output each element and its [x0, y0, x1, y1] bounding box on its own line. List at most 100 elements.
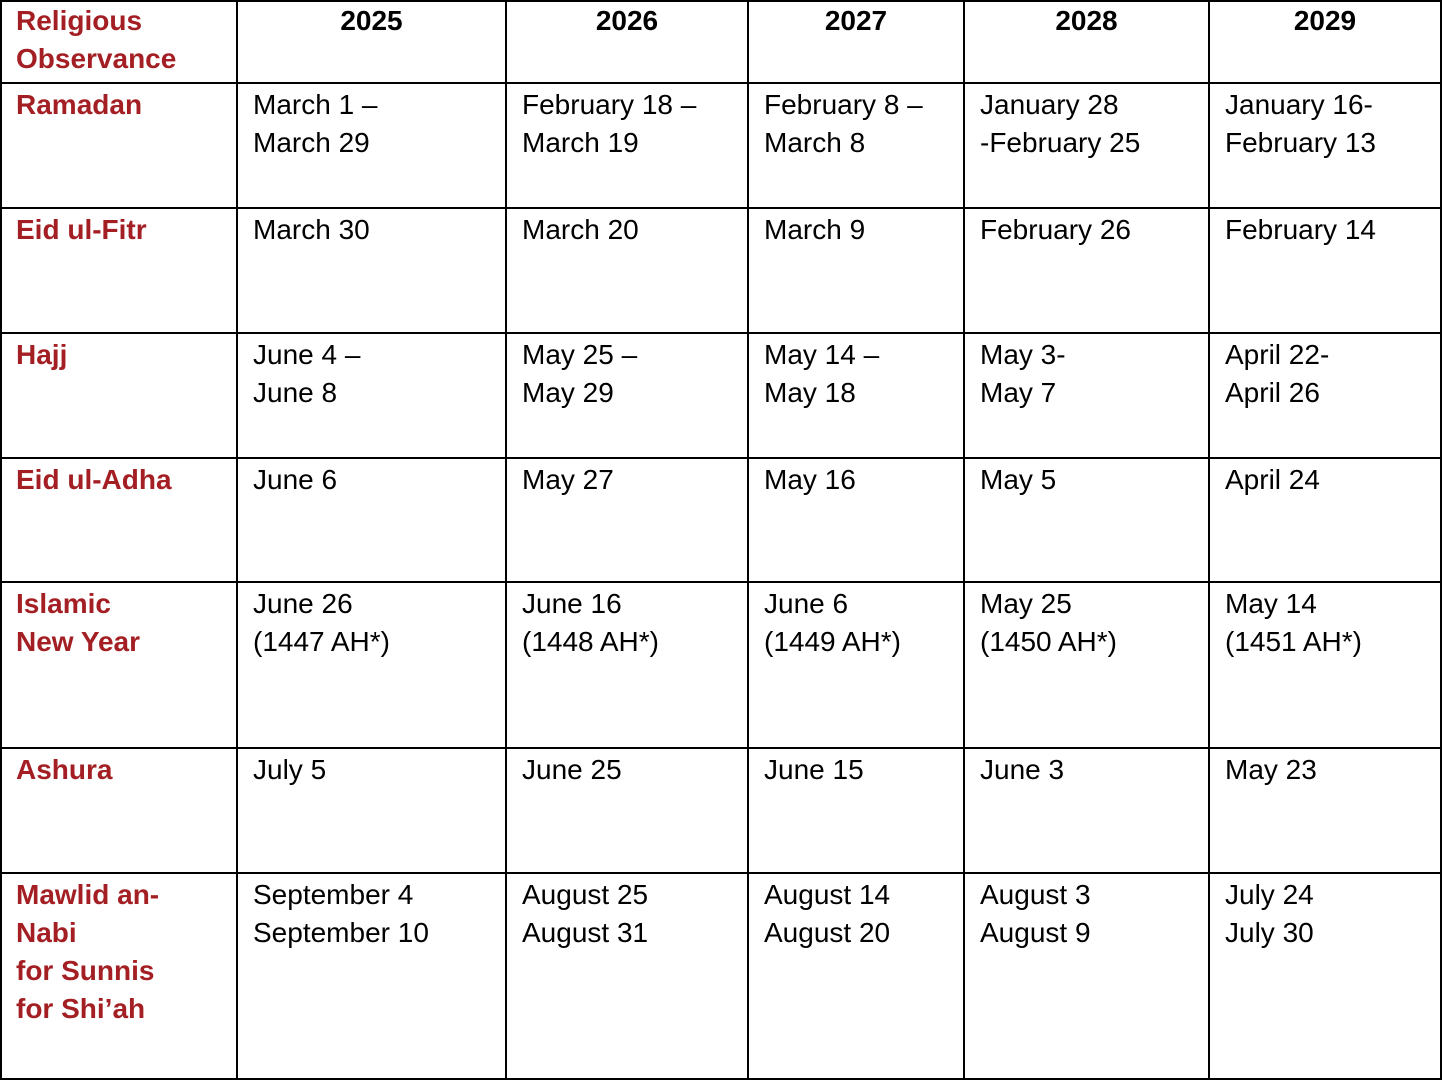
header-year: 2025 — [236, 0, 507, 84]
date-cell: April 22- April 26 — [1208, 332, 1442, 459]
date-cell: March 1 – March 29 — [236, 82, 507, 209]
observance-name-line: for Sunnis — [16, 955, 155, 986]
observance-name: Ramadan — [0, 82, 238, 209]
date-text: June 8 — [253, 377, 338, 408]
date-cell: August 3 August 9 — [963, 872, 1210, 1080]
date-cell: June 26 (1447 AH*) — [236, 581, 507, 749]
date-text: May 16 — [764, 464, 856, 495]
date-text: May 7 — [980, 377, 1057, 408]
date-text: (1449 AH*) — [764, 626, 901, 657]
observance-name-line: Nabi — [16, 917, 77, 948]
observance-name-line: Eid ul-Adha — [16, 464, 172, 495]
date-cell: May 25 – May 29 — [505, 332, 749, 459]
date-text: May 3- — [980, 339, 1066, 370]
date-text: March 8 — [764, 127, 866, 158]
observance-name-line: Eid ul-Fitr — [16, 214, 147, 245]
date-cell: May 27 — [505, 457, 749, 583]
observance-name-line: Ramadan — [16, 89, 143, 120]
date-text: April 22- — [1225, 339, 1330, 370]
date-text: March 9 — [764, 214, 866, 245]
date-text: May 25 – — [522, 339, 638, 370]
date-text: July 24 — [1225, 879, 1314, 910]
date-cell: June 6 (1449 AH*) — [747, 581, 965, 749]
date-text: July 5 — [253, 754, 327, 785]
observance-name: Ashura — [0, 747, 238, 874]
observance-name: Eid ul-Fitr — [0, 207, 238, 334]
date-text: January 28 — [980, 89, 1119, 120]
date-text: May 5 — [980, 464, 1057, 495]
date-text: March 20 — [522, 214, 639, 245]
observance-name-line: for Shi’ah — [16, 993, 146, 1024]
table-row: Ashura July 5 June 25 June 15 June 3 May 23 — [0, 747, 1442, 874]
date-text: February 18 – — [522, 89, 697, 120]
date-text: August 31 — [522, 917, 649, 948]
date-text: April 26 — [1225, 377, 1320, 408]
header-year: 2026 — [505, 0, 749, 84]
date-text: June 16 — [522, 588, 622, 619]
date-cell: June 6 — [236, 457, 507, 583]
date-text: June 15 — [764, 754, 864, 785]
date-text: June 25 — [522, 754, 622, 785]
date-cell: June 4 – June 8 — [236, 332, 507, 459]
header-religious-observance: Religious Observance — [0, 0, 238, 84]
observance-name-line: Ashura — [16, 754, 113, 785]
date-text: February 26 — [980, 214, 1131, 245]
date-cell: February 14 — [1208, 207, 1442, 334]
table-row: Eid ul-Fitr March 30 March 20 March 9 Februa… — [0, 207, 1442, 334]
header-text: Observance — [16, 43, 177, 74]
header-year: 2029 — [1208, 0, 1442, 84]
date-cell: August 25 August 31 — [505, 872, 749, 1080]
date-cell: July 24 July 30 — [1208, 872, 1442, 1080]
date-text: August 9 — [980, 917, 1091, 948]
observance-name-line: New Year — [16, 626, 141, 657]
date-text: June 6 — [764, 588, 849, 619]
date-text: August 14 — [764, 879, 891, 910]
date-text: September 4 — [253, 879, 414, 910]
date-cell: February 26 — [963, 207, 1210, 334]
header-row: Religious Observance 2025 2026 2027 2028 202… — [0, 0, 1442, 84]
date-cell: March 30 — [236, 207, 507, 334]
date-cell: January 16- February 13 — [1208, 82, 1442, 209]
date-text: -February 25 — [980, 127, 1141, 158]
header-text: Religious — [16, 5, 143, 36]
date-cell: August 14 August 20 — [747, 872, 965, 1080]
observance-name: Eid ul-Adha — [0, 457, 238, 583]
date-text: May 14 — [1225, 588, 1317, 619]
date-text: May 23 — [1225, 754, 1317, 785]
date-cell: February 8 – March 8 — [747, 82, 965, 209]
date-text: July 30 — [1225, 917, 1314, 948]
date-text: June 4 – — [253, 339, 361, 370]
date-text: June 26 — [253, 588, 353, 619]
date-text: May 18 — [764, 377, 856, 408]
date-cell: July 5 — [236, 747, 507, 874]
date-cell: May 16 — [747, 457, 965, 583]
date-cell: June 15 — [747, 747, 965, 874]
date-text: May 27 — [522, 464, 614, 495]
date-text: (1448 AH*) — [522, 626, 659, 657]
date-cell: September 4 September 10 — [236, 872, 507, 1080]
date-text: (1450 AH*) — [980, 626, 1117, 657]
date-text: February 13 — [1225, 127, 1376, 158]
table-row: Mawlid an- Nabi for Sunnis for Shi’ah Septem… — [0, 872, 1442, 1080]
date-text: August 25 — [522, 879, 649, 910]
date-text: May 29 — [522, 377, 614, 408]
date-text: February 14 — [1225, 214, 1376, 245]
date-text: (1451 AH*) — [1225, 626, 1362, 657]
table-row: Ramadan March 1 – March 29 February 18 – Mar… — [0, 82, 1442, 209]
date-cell: January 28 -February 25 — [963, 82, 1210, 209]
date-cell: March 20 — [505, 207, 749, 334]
date-text: May 25 — [980, 588, 1072, 619]
date-text: September 10 — [253, 917, 429, 948]
date-text: February 8 – — [764, 89, 923, 120]
date-cell: May 23 — [1208, 747, 1442, 874]
date-cell: February 18 – March 19 — [505, 82, 749, 209]
table-row: Hajj June 4 – June 8 May 25 – May 29 May 14 –… — [0, 332, 1442, 459]
date-text: April 24 — [1225, 464, 1320, 495]
date-text: August 20 — [764, 917, 891, 948]
date-cell: June 16 (1448 AH*) — [505, 581, 749, 749]
date-cell: April 24 — [1208, 457, 1442, 583]
date-text: May 14 – — [764, 339, 880, 370]
date-text: (1447 AH*) — [253, 626, 390, 657]
date-text: August 3 — [980, 879, 1091, 910]
